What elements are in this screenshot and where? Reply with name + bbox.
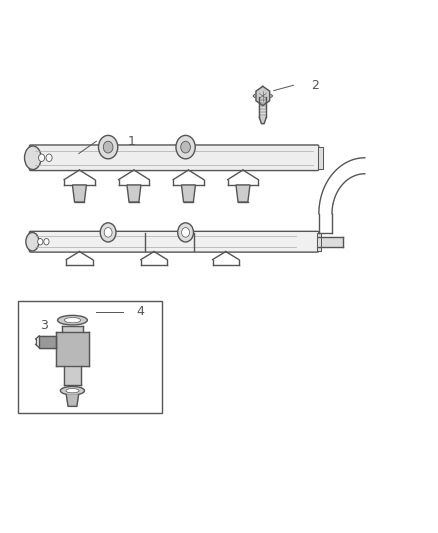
Polygon shape <box>127 185 141 202</box>
Circle shape <box>100 223 116 242</box>
Polygon shape <box>256 86 270 106</box>
Circle shape <box>178 223 194 242</box>
Ellipse shape <box>25 146 41 169</box>
Circle shape <box>99 135 118 159</box>
Circle shape <box>182 228 190 237</box>
Polygon shape <box>56 333 89 366</box>
Circle shape <box>104 228 112 237</box>
Circle shape <box>46 154 52 161</box>
Polygon shape <box>72 185 86 202</box>
FancyBboxPatch shape <box>29 145 319 171</box>
Polygon shape <box>259 97 266 117</box>
Polygon shape <box>318 237 343 246</box>
Ellipse shape <box>57 316 87 325</box>
Ellipse shape <box>26 232 39 251</box>
Circle shape <box>176 135 195 159</box>
Text: 1: 1 <box>127 135 135 148</box>
Circle shape <box>44 239 49 245</box>
Text: 2: 2 <box>311 79 319 92</box>
Polygon shape <box>236 185 250 202</box>
Polygon shape <box>259 117 266 124</box>
Circle shape <box>103 141 113 153</box>
Polygon shape <box>39 336 56 348</box>
Circle shape <box>39 154 45 161</box>
Polygon shape <box>317 233 321 251</box>
FancyBboxPatch shape <box>29 231 319 252</box>
Polygon shape <box>181 185 195 202</box>
Circle shape <box>38 239 43 245</box>
Ellipse shape <box>66 389 79 393</box>
Circle shape <box>181 141 191 153</box>
Ellipse shape <box>60 386 85 395</box>
Text: 4: 4 <box>136 305 144 318</box>
Text: 3: 3 <box>40 319 48 332</box>
Bar <box>18 301 162 413</box>
Ellipse shape <box>64 318 81 323</box>
Polygon shape <box>318 147 323 169</box>
Polygon shape <box>64 366 81 385</box>
Polygon shape <box>66 395 78 406</box>
Polygon shape <box>62 326 83 333</box>
Ellipse shape <box>253 93 272 99</box>
